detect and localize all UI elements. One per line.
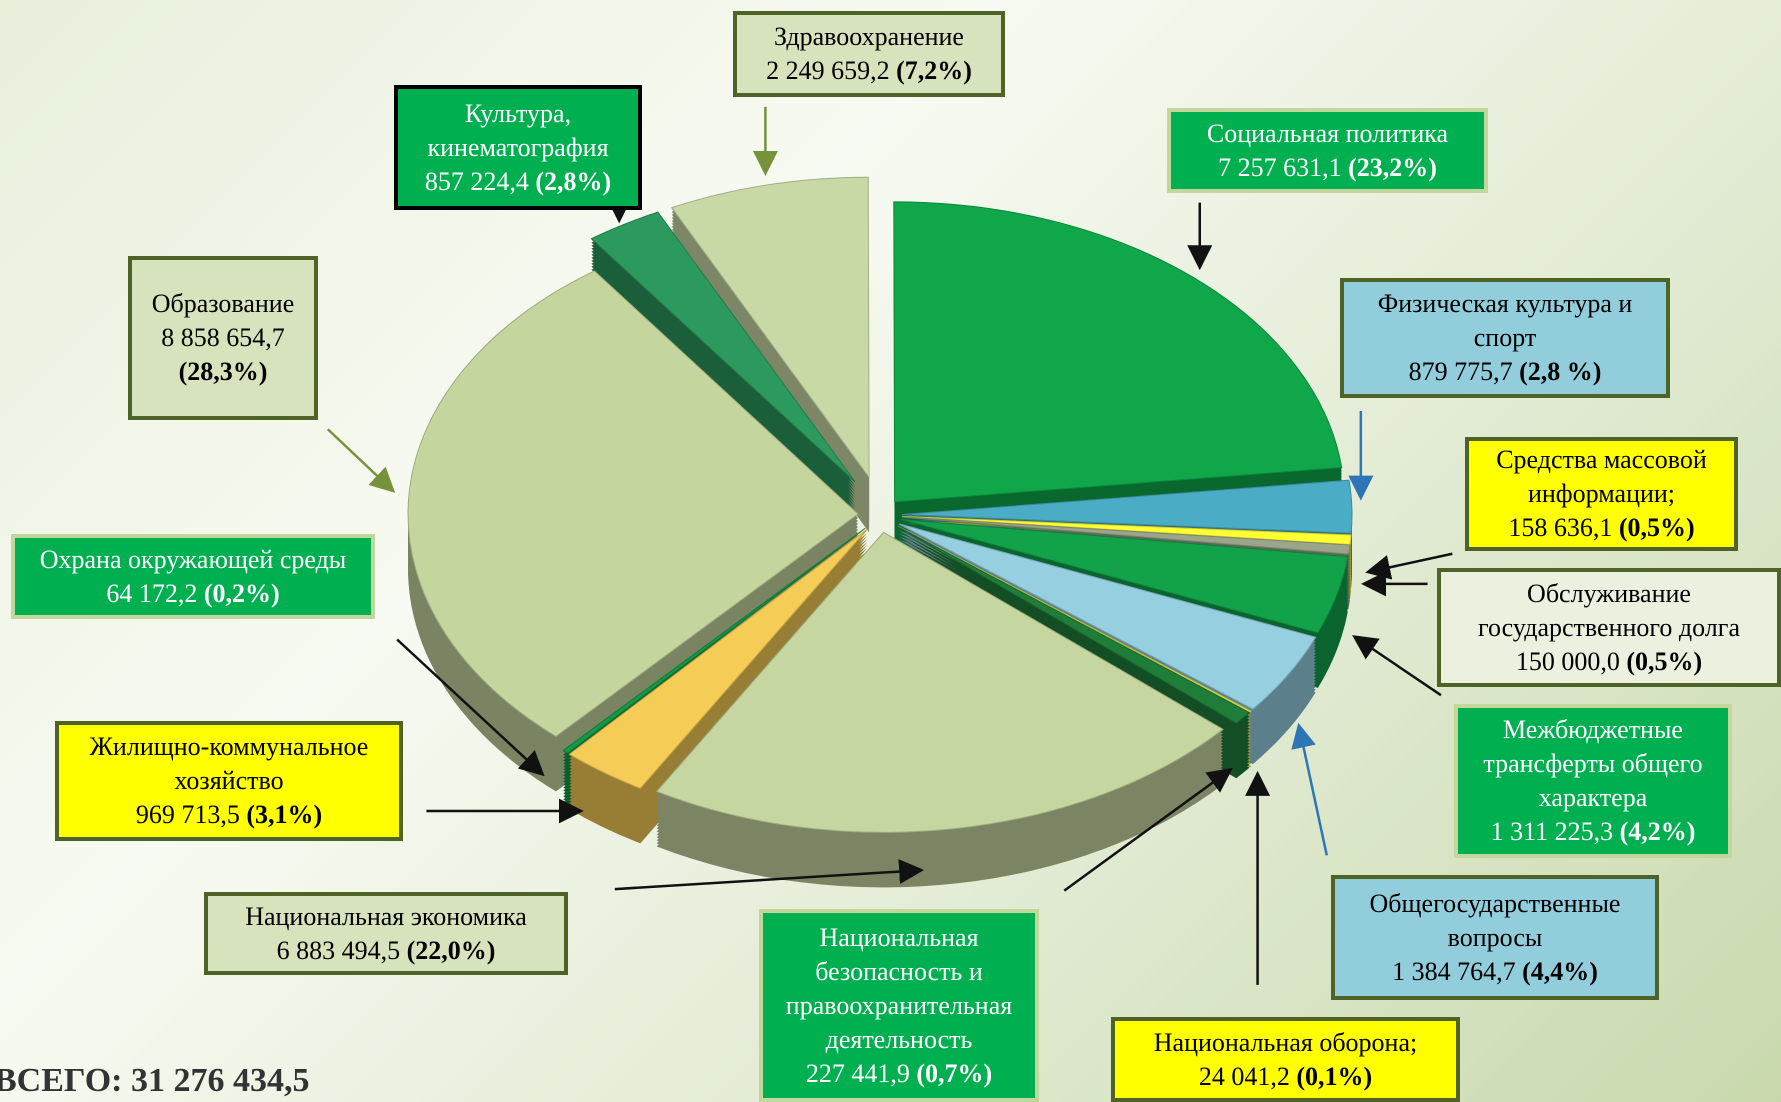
slice: [568, 528, 868, 789]
label-text: 857 224,4: [424, 166, 529, 196]
label-text: (0,5%): [1618, 513, 1695, 542]
label-text: Национальная безопасность и правоохранит…: [785, 922, 1013, 1054]
label-text: (22,0%): [406, 935, 496, 965]
slice: [898, 523, 1317, 710]
slice: [407, 270, 859, 737]
label-text: (0,7%): [916, 1058, 993, 1088]
label-text: (28,3%): [178, 357, 268, 386]
slice: [901, 515, 1352, 546]
label-text: Физическая культура и спорт: [1377, 289, 1633, 352]
label-text: Образование: [151, 289, 295, 318]
label-box: Национальная экономика 6 883 494,5 (22,0%…: [204, 892, 568, 975]
label-text: (0,5%): [1626, 646, 1703, 676]
slice: [896, 525, 1251, 724]
label-text: (23,2%): [1348, 152, 1437, 182]
label-text: Социальная политика: [1206, 118, 1449, 148]
arrow: [1291, 722, 1329, 856]
slice: [893, 201, 1343, 503]
label-text: Обслуживание государственного долга: [1478, 578, 1740, 642]
label-box: Социальная политика 7 257 631,1 (23,2%): [1167, 108, 1488, 193]
total: ВСЕГО: 31 276 434,5: [0, 1062, 310, 1099]
label-text: Охрана окружающей среды: [39, 544, 347, 574]
label-text: 227 441,9: [805, 1058, 910, 1088]
arrow: [396, 638, 545, 777]
label-text: 8 858 654,7: [161, 323, 285, 352]
label-box: Жилищно-коммунальное хозяйство 969 713,5 …: [55, 721, 403, 841]
label-text: (4,2%): [1619, 817, 1696, 846]
arrow: [614, 859, 925, 891]
label-text: Национальная экономика: [245, 901, 527, 931]
label-text: Жилищно-коммунальное хозяйство: [89, 732, 369, 795]
slice: [655, 531, 1224, 833]
slice: [901, 518, 1349, 634]
label-text: Межбюджетные трансферты общего характера: [1483, 715, 1703, 812]
label-box: Средства массовой информации; 158 636,1 (…: [1465, 437, 1738, 551]
label-box: Образование 8 858 654,7 (28,3%): [128, 256, 318, 420]
label-text: 2 249 659,2: [766, 56, 890, 85]
label-box: Межбюджетные трансферты общего характера…: [1454, 704, 1732, 858]
label-text: 24 041,2: [1198, 1061, 1290, 1091]
label-text: 1 311 225,3: [1490, 817, 1614, 846]
label-text: Средства массовой информации;: [1496, 445, 1707, 508]
slice-side: [901, 517, 1350, 556]
arrow: [1365, 552, 1453, 580]
label-text: Общегосударственные вопросы: [1369, 888, 1621, 952]
label-text: (3,1%): [246, 800, 323, 829]
label-text: 1 384 764,7: [1392, 956, 1516, 986]
label-box: Здравоохранение 2 249 659,2 (7,2%): [733, 11, 1005, 97]
label-box: Национальная оборона; 24 041,2 (0,1%): [1111, 1017, 1460, 1102]
label-box: Культура, кинематография 857 224,4 (2,8%): [394, 85, 642, 210]
label-text: Культура, кинематография: [427, 98, 609, 162]
label-text: (2,8%): [535, 166, 612, 196]
label-text: (4,4%): [1522, 956, 1598, 986]
label-box: Национальная безопасность и правоохранит…: [759, 909, 1039, 1102]
arrow: [1063, 767, 1233, 892]
arrow: [1352, 635, 1442, 697]
label-box: Общегосударственные вопросы 1 384 764,7 (…: [1331, 875, 1659, 1000]
slice: [901, 516, 1351, 555]
label-text: 7 257 631,1: [1218, 152, 1342, 182]
label-text: 64 172,2: [106, 578, 198, 608]
label-text: (7,2%): [896, 56, 972, 85]
label-text: 879 775,7: [1408, 357, 1513, 386]
slice: [670, 176, 870, 479]
arrow: [326, 428, 396, 493]
label-text: Национальная оборона;: [1153, 1027, 1418, 1057]
label-text: 969 713,5: [135, 800, 240, 829]
label-box: Обслуживание государственного долга 150 0…: [1437, 568, 1781, 687]
slice: [562, 527, 866, 754]
label-text: 150 000,0: [1515, 646, 1620, 676]
label-text: (2,8 %): [1519, 357, 1602, 386]
label-box: Охрана окружающей среды 64 172,2 (0,2%): [11, 534, 375, 619]
label-text: (0,2%): [203, 578, 280, 608]
label-text: 6 883 494,5: [276, 935, 401, 965]
label-box: Физическая культура и спорт 879 775,7 (2,…: [1340, 278, 1670, 398]
label-text: (0,1%): [1296, 1061, 1373, 1091]
label-text: Здравоохранение: [774, 22, 964, 51]
label-text: 158 636,1: [1508, 513, 1613, 542]
slice: [590, 211, 856, 483]
